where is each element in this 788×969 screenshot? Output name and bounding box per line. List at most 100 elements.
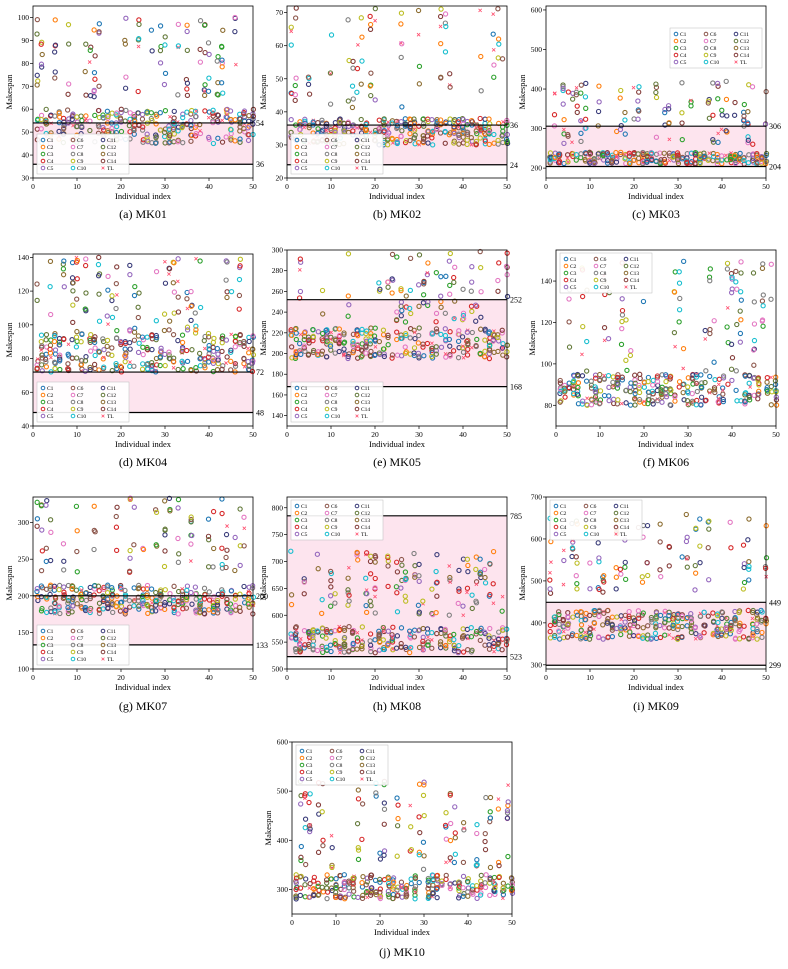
- legend-label: C6: [331, 386, 338, 392]
- data-point: [224, 547, 230, 553]
- data-point: [728, 622, 734, 629]
- data-point: [296, 340, 303, 347]
- data-point: [140, 124, 146, 130]
- data-point: [373, 594, 377, 599]
- data-point: [109, 345, 115, 351]
- data-point: [490, 581, 496, 587]
- data-point: [460, 116, 466, 123]
- upper-bound-label: 306: [769, 122, 781, 131]
- data-point: [641, 384, 648, 390]
- data-point: [43, 351, 49, 357]
- data-point: [477, 135, 483, 141]
- data-point: [292, 92, 299, 98]
- data-point: [232, 138, 238, 144]
- data-point: [83, 41, 89, 47]
- data-point: [166, 352, 172, 358]
- data-point: [764, 379, 770, 385]
- data-point: [491, 874, 498, 881]
- data-point: [338, 650, 342, 655]
- legend-label: C10: [77, 657, 86, 663]
- data-point: [746, 559, 752, 565]
- data-point: [237, 604, 243, 611]
- data-point: [139, 127, 146, 133]
- data-point: [381, 821, 387, 827]
- data-point: [192, 108, 199, 114]
- y-tick-label: 400: [531, 618, 543, 627]
- data-point: [674, 150, 681, 156]
- data-point: [241, 108, 248, 114]
- legend-marker: [354, 144, 360, 150]
- data-point: [154, 113, 160, 119]
- data-point: [635, 98, 641, 104]
- data-point: [241, 355, 247, 362]
- data-point: [407, 137, 413, 144]
- data-point: [505, 853, 511, 860]
- data-point: [82, 306, 88, 312]
- data-point: [324, 354, 330, 360]
- data-point: [416, 282, 422, 288]
- data-point: [578, 609, 584, 615]
- data-point: [763, 158, 770, 164]
- data-point: [368, 70, 374, 76]
- data-point: [70, 319, 76, 326]
- data-point: [381, 800, 388, 806]
- data-point: [127, 363, 133, 370]
- y-tick-label: 70: [276, 8, 284, 17]
- data-point: [104, 337, 111, 344]
- data-point: [764, 374, 770, 381]
- data-point: [738, 289, 744, 295]
- data-point: [763, 618, 770, 624]
- data-point: [657, 521, 663, 527]
- y-axis-label: Makespan: [263, 810, 273, 846]
- data-point: [228, 588, 235, 594]
- data-point: [307, 791, 313, 797]
- data-point: [635, 116, 641, 122]
- legend-marker: [703, 52, 709, 58]
- data-point: [355, 630, 360, 635]
- data-point: [70, 111, 76, 117]
- data-point: [768, 296, 774, 302]
- data-point: [293, 5, 299, 11]
- data-point: [132, 283, 138, 290]
- data-point: [87, 595, 93, 602]
- data-point: [359, 638, 364, 642]
- data-point: [341, 330, 347, 336]
- x-axis-label: Individual index: [115, 439, 172, 449]
- data-point: [389, 276, 395, 282]
- data-point: [171, 310, 177, 316]
- data-point: [646, 393, 652, 399]
- data-point: [442, 326, 448, 332]
- data-point: [566, 319, 572, 325]
- data-point: [622, 109, 628, 116]
- data-point: [327, 341, 334, 347]
- data-point: [184, 587, 190, 594]
- data-point: [618, 87, 624, 94]
- legend-label: C8: [710, 46, 717, 52]
- data-point: [500, 346, 505, 350]
- data-point: [556, 611, 562, 618]
- data-point: [171, 108, 177, 114]
- data-point: [214, 610, 221, 616]
- data-point: [578, 622, 585, 628]
- data-point: [394, 125, 400, 132]
- data-point: [741, 579, 748, 586]
- data-point: [477, 637, 483, 644]
- legend-box: [290, 133, 384, 175]
- data-point: [468, 625, 474, 631]
- data-point: [724, 113, 730, 119]
- data-point: [469, 308, 475, 315]
- data-point: [88, 44, 94, 50]
- data-point: [574, 103, 580, 109]
- data-point: [680, 258, 687, 265]
- data-point: [653, 615, 660, 621]
- data-point: [601, 376, 608, 382]
- data-point: [336, 326, 343, 332]
- data-point: [205, 359, 212, 365]
- data-point: [329, 833, 334, 838]
- data-point: [337, 645, 343, 652]
- x-tick-label: 40: [459, 430, 467, 439]
- data-point: [319, 287, 326, 294]
- data-point: [166, 140, 172, 146]
- data-point: [346, 565, 351, 570]
